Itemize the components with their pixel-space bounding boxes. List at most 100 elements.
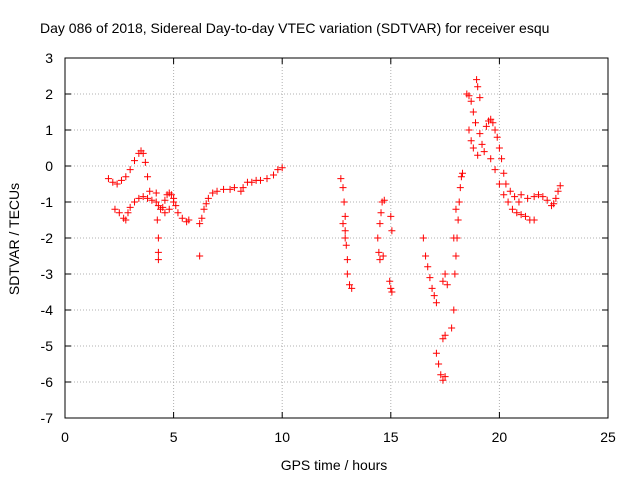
data-point-marker bbox=[124, 209, 132, 217]
data-point-marker bbox=[439, 335, 447, 343]
data-point-marker bbox=[448, 324, 456, 332]
y-tick-label: -5 bbox=[41, 338, 54, 354]
data-point-marker bbox=[554, 187, 562, 195]
data-point-marker bbox=[122, 216, 130, 224]
data-point-marker bbox=[126, 166, 134, 174]
data-point-marker bbox=[543, 196, 551, 204]
data-point-marker bbox=[388, 288, 396, 296]
data-point-marker bbox=[469, 144, 477, 152]
data-point-marker bbox=[159, 203, 167, 211]
data-point-marker bbox=[472, 119, 480, 127]
data-point-marker bbox=[476, 130, 484, 138]
data-point-marker bbox=[430, 292, 438, 300]
y-tick-label: -1 bbox=[41, 194, 54, 210]
data-point-marker bbox=[480, 148, 488, 156]
data-point-marker bbox=[379, 252, 387, 260]
data-point-marker bbox=[348, 284, 356, 292]
data-point-marker bbox=[474, 151, 482, 159]
data-point-marker bbox=[491, 166, 499, 174]
data-point-marker bbox=[495, 180, 503, 188]
data-point-marker bbox=[388, 227, 396, 235]
data-point-marker bbox=[387, 284, 395, 292]
data-point-marker bbox=[341, 227, 349, 235]
data-point-marker bbox=[422, 252, 430, 260]
data-point-marker bbox=[495, 144, 503, 152]
data-point-marker bbox=[185, 216, 193, 224]
data-point-marker bbox=[144, 194, 152, 202]
data-point-marker bbox=[141, 158, 149, 166]
data-point-marker bbox=[376, 256, 384, 264]
data-point-marker bbox=[161, 209, 169, 217]
y-tick-label: -7 bbox=[41, 410, 54, 426]
data-point-marker bbox=[452, 252, 460, 260]
data-point-marker bbox=[113, 180, 121, 188]
data-point-marker bbox=[200, 205, 208, 213]
data-point-marker bbox=[500, 191, 508, 199]
data-point-marker bbox=[117, 176, 125, 184]
data-point-marker bbox=[515, 198, 523, 206]
data-point-marker bbox=[152, 189, 160, 197]
data-point-marker bbox=[469, 108, 477, 116]
data-point-marker bbox=[153, 216, 161, 224]
data-point-marker bbox=[441, 373, 449, 381]
data-point-marker bbox=[467, 97, 475, 105]
data-point-marker bbox=[524, 194, 532, 202]
data-point-marker bbox=[154, 256, 162, 264]
data-point-marker bbox=[457, 173, 465, 181]
data-point-marker bbox=[220, 185, 228, 193]
data-point-marker bbox=[443, 281, 451, 289]
data-point-marker bbox=[239, 184, 247, 192]
data-point-marker bbox=[131, 157, 139, 165]
data-point-marker bbox=[339, 184, 347, 192]
y-tick-label: -4 bbox=[41, 302, 54, 318]
y-tick-label: -2 bbox=[41, 230, 54, 246]
data-point-marker bbox=[513, 209, 521, 217]
data-point-marker bbox=[552, 194, 560, 202]
data-point-marker bbox=[144, 173, 152, 181]
data-point-marker bbox=[167, 191, 175, 199]
data-point-marker bbox=[539, 193, 547, 201]
data-point-marker bbox=[530, 216, 538, 224]
data-point-marker bbox=[342, 241, 350, 249]
data-point-marker bbox=[337, 175, 345, 183]
data-point-marker bbox=[517, 191, 525, 199]
data-point-marker bbox=[456, 184, 464, 192]
data-point-marker bbox=[451, 270, 459, 278]
x-tick-labels: 0 5 10 15 20 25 bbox=[61, 429, 616, 445]
data-point-marker bbox=[458, 169, 466, 177]
data-point-marker bbox=[441, 331, 449, 339]
data-point-marker bbox=[104, 175, 112, 183]
data-point-marker bbox=[419, 234, 427, 242]
x-tick-label: 5 bbox=[170, 429, 178, 445]
data-point-marker bbox=[237, 187, 245, 195]
axis-ticks bbox=[64, 57, 609, 419]
data-point-marker bbox=[148, 196, 156, 204]
data-point-marker bbox=[428, 284, 436, 292]
data-point-marker bbox=[172, 202, 180, 210]
data-point-marker bbox=[226, 185, 234, 193]
data-point-marker bbox=[506, 187, 514, 195]
data-point-marker bbox=[432, 349, 440, 357]
data-point-marker bbox=[450, 306, 458, 314]
x-axis-label: GPS time / hours bbox=[281, 457, 388, 473]
data-point-marker bbox=[139, 149, 147, 157]
data-point-marker bbox=[154, 234, 162, 242]
data-point-marker bbox=[146, 187, 154, 195]
data-point-marker bbox=[248, 178, 256, 186]
data-point-marker bbox=[196, 252, 204, 260]
data-point-marker bbox=[426, 274, 434, 282]
data-point-marker bbox=[278, 164, 286, 172]
data-point-marker bbox=[122, 173, 130, 181]
data-point-marker bbox=[375, 248, 383, 256]
data-point-marker bbox=[452, 205, 460, 213]
y-tick-label: -6 bbox=[41, 374, 54, 390]
data-point-marker bbox=[154, 202, 162, 210]
data-point-marker bbox=[530, 193, 538, 201]
data-point-marker bbox=[126, 203, 134, 211]
y-tick-label: 0 bbox=[45, 158, 53, 174]
data-point-marker bbox=[111, 205, 119, 213]
x-tick-label: 15 bbox=[383, 429, 399, 445]
data-point-marker bbox=[478, 140, 486, 148]
data-point-marker bbox=[376, 220, 384, 228]
x-tick-label: 25 bbox=[600, 429, 616, 445]
